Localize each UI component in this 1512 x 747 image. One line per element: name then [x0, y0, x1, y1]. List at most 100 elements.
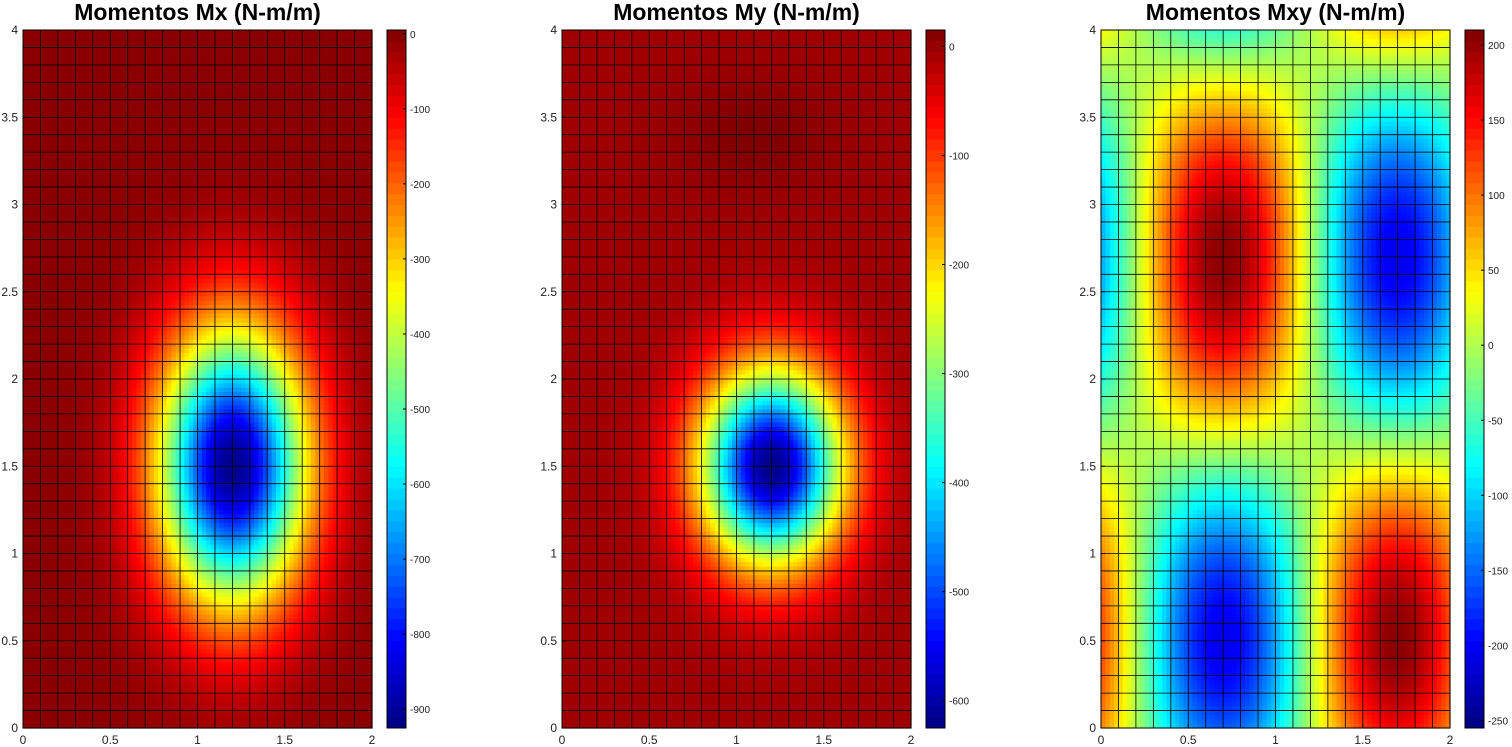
heatmap-cell	[280, 134, 286, 140]
heatmap-cell	[175, 112, 181, 118]
heatmap-cell	[36, 165, 42, 171]
heatmap-cell	[171, 169, 177, 175]
heatmap-cell	[210, 77, 216, 83]
heatmap-cell	[171, 182, 177, 188]
heatmap-cell	[132, 235, 138, 240]
heatmap-cell	[158, 256, 164, 262]
heatmap-cell	[206, 182, 212, 188]
heatmap-cell	[110, 56, 116, 62]
heatmap-cell	[328, 95, 334, 101]
heatmap-cell	[354, 47, 360, 53]
heatmap-cell	[101, 230, 107, 236]
heatmap-cell	[88, 274, 94, 280]
heatmap-cell	[358, 69, 364, 75]
heatmap-cell	[70, 30, 76, 35]
heatmap-cell	[162, 169, 168, 175]
heatmap-cell	[249, 108, 255, 114]
heatmap-cell	[289, 261, 295, 267]
heatmap-cell	[254, 108, 260, 114]
heatmap-cell	[350, 239, 356, 245]
heatmap-cell	[315, 130, 321, 136]
heatmap-cell	[341, 47, 347, 53]
heatmap-cell	[201, 278, 207, 284]
heatmap-cell	[219, 134, 225, 140]
heatmap-cell	[145, 34, 151, 40]
heatmap-cell	[188, 248, 194, 254]
heatmap-cell	[289, 265, 295, 271]
heatmap-cell	[136, 213, 142, 219]
heatmap-cell	[262, 274, 268, 280]
heatmap-cell	[27, 91, 33, 97]
heatmap-cell	[310, 187, 316, 193]
heatmap-cell	[210, 82, 216, 88]
heatmap-cell	[341, 165, 347, 171]
heatmap-cell	[280, 125, 286, 131]
heatmap-cell	[66, 77, 72, 83]
heatmap-cell	[36, 261, 42, 267]
heatmap-cell	[132, 230, 138, 236]
heatmap-cell	[241, 47, 247, 53]
heatmap-cell	[328, 99, 334, 105]
heatmap-cell	[367, 256, 373, 262]
heatmap-cell	[57, 283, 63, 288]
heatmap-cell	[358, 217, 364, 223]
heatmap-cell	[214, 239, 220, 245]
heatmap-cell	[319, 256, 325, 262]
heatmap-cell	[228, 99, 233, 105]
heatmap-cell	[241, 178, 247, 184]
heatmap-cell	[297, 51, 303, 57]
heatmap-cell	[188, 195, 194, 201]
heatmap-cell	[241, 187, 247, 193]
heatmap-cell	[75, 226, 81, 232]
heatmap-cell	[350, 82, 356, 88]
heatmap-cell	[36, 56, 42, 62]
heatmap-cell	[310, 121, 316, 127]
heatmap-cell	[180, 173, 186, 179]
heatmap-cell	[341, 274, 347, 280]
heatmap-cell	[214, 95, 220, 101]
heatmap-cell	[101, 108, 107, 114]
heatmap-cell	[254, 60, 260, 66]
heatmap-cell	[162, 165, 168, 171]
heatmap-cell	[84, 235, 90, 240]
heatmap-cell	[267, 86, 273, 92]
heatmap-cell	[184, 34, 190, 40]
heatmap-cell	[306, 230, 312, 236]
heatmap-cell	[293, 296, 299, 302]
heatmap-cell	[123, 235, 129, 240]
heatmap-cell	[358, 86, 364, 92]
heatmap-cell	[358, 99, 364, 105]
heatmap-cell	[36, 160, 42, 166]
heatmap-cell	[267, 221, 273, 227]
heatmap-cell	[171, 173, 177, 179]
heatmap-cell	[367, 165, 373, 171]
heatmap-cell	[27, 204, 33, 210]
heatmap-cell	[328, 230, 334, 236]
heatmap-cell	[280, 99, 286, 105]
heatmap-cell	[280, 204, 286, 210]
heatmap-cell	[223, 99, 229, 105]
heatmap-cell	[280, 200, 286, 206]
heatmap-cell	[92, 47, 98, 53]
heatmap-cell	[188, 47, 194, 53]
heatmap-cell	[245, 38, 251, 44]
heatmap-cell	[345, 108, 351, 114]
heatmap-cell	[57, 278, 63, 284]
heatmap-cell	[36, 69, 42, 75]
heatmap-cell	[293, 243, 299, 249]
heatmap-cell	[228, 178, 233, 184]
heatmap-cell	[319, 200, 325, 206]
heatmap-cell	[328, 261, 334, 267]
heatmap-cell	[84, 169, 90, 175]
heatmap-cell	[23, 217, 28, 223]
heatmap-cell	[262, 178, 268, 184]
heatmap-cell	[153, 95, 159, 101]
heatmap-cell	[232, 73, 238, 79]
heatmap-cell	[293, 130, 299, 136]
heatmap-cell	[358, 191, 364, 197]
heatmap-cell	[110, 117, 116, 123]
heatmap-cell	[53, 130, 59, 136]
heatmap-cell	[232, 104, 238, 110]
heatmap-cell	[184, 139, 190, 145]
heatmap-cell	[354, 187, 360, 193]
